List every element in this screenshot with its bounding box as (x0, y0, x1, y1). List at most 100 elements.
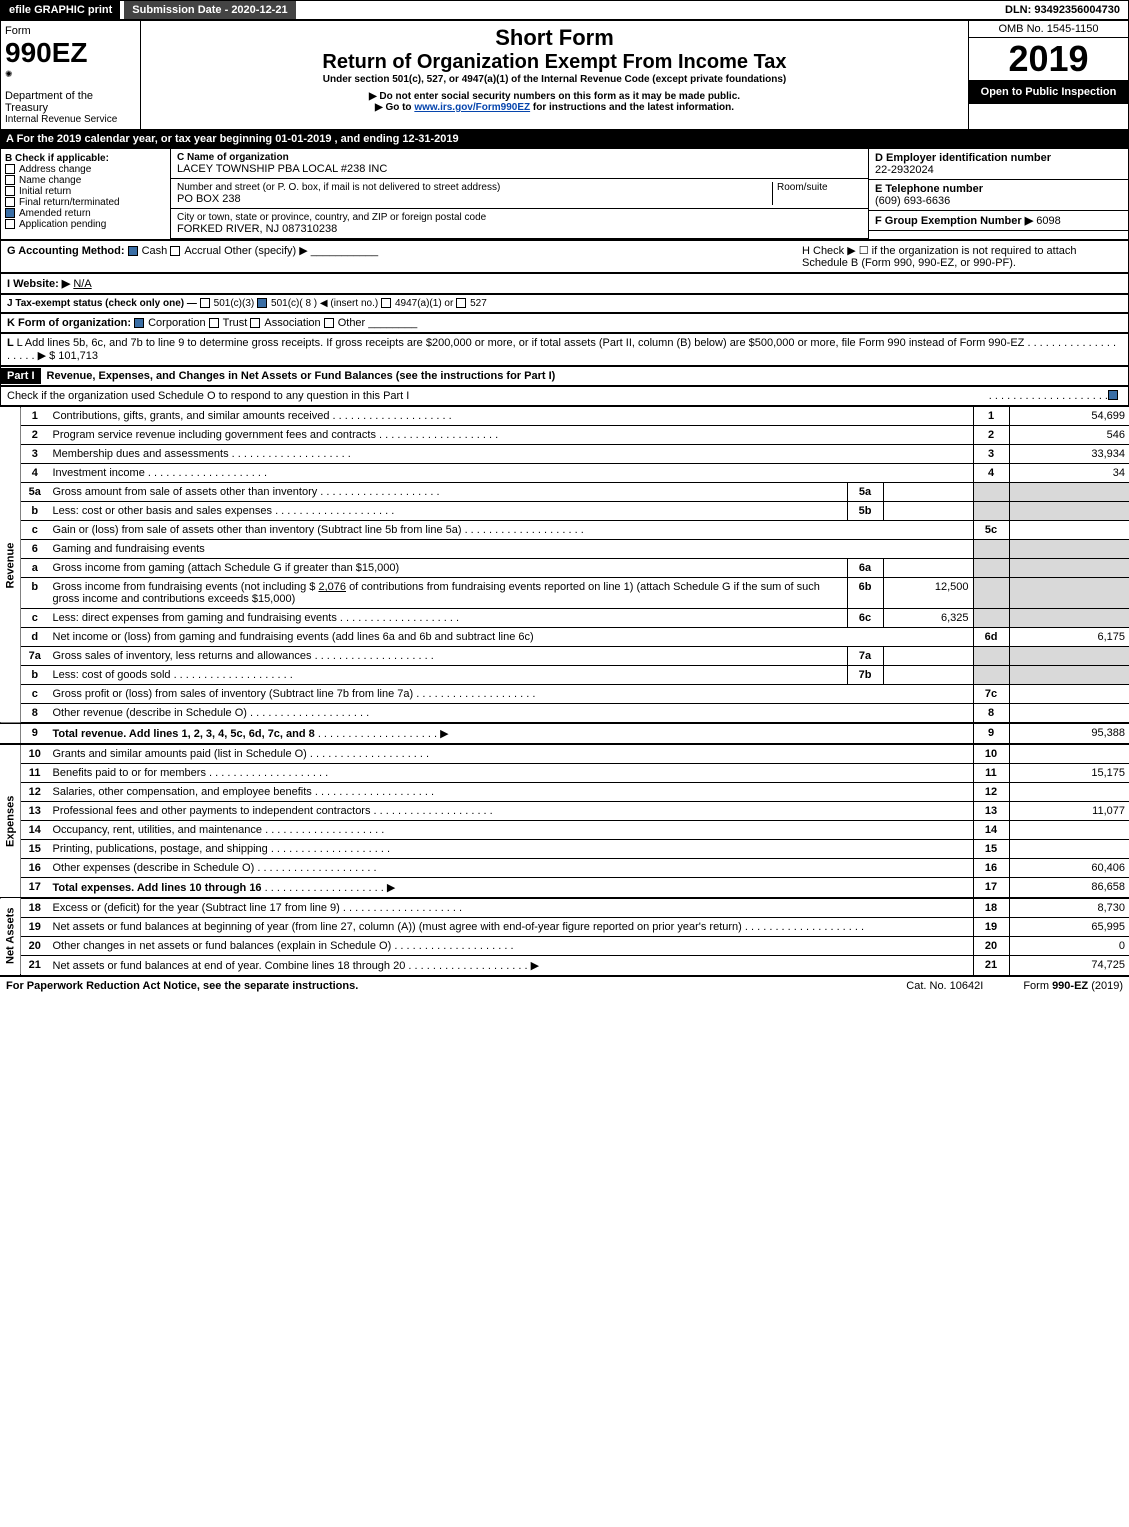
table-row: 19 Net assets or fund balances at beginn… (0, 918, 1129, 937)
b-opt-address[interactable]: Address change (5, 164, 166, 175)
j-label: J Tax-exempt status (check only one) — (7, 298, 197, 309)
line-value: 54,699 (1009, 407, 1129, 426)
row-j: J Tax-exempt status (check only one) — 5… (0, 294, 1129, 313)
row-k: K Form of organization: Corporation Trus… (0, 313, 1129, 333)
table-row: Expenses 10 Grants and similar amounts p… (0, 744, 1129, 764)
table-row: 9 Total revenue. Add lines 1, 2, 3, 4, 5… (0, 723, 1129, 744)
c-name-label: C Name of organization (177, 152, 862, 163)
box-h: H Check ▶ ☐ if the organization is not r… (802, 244, 1122, 269)
topbar: efile GRAPHIC print Submission Date - 20… (0, 0, 1129, 20)
website: N/A (73, 278, 91, 290)
form-subtitle: Under section 501(c), 527, or 4947(a)(1)… (145, 74, 964, 85)
efile-print-label[interactable]: efile GRAPHIC print (1, 1, 120, 19)
g-cash-check[interactable] (128, 246, 138, 256)
goto-link[interactable]: www.irs.gov/Form990EZ (414, 102, 530, 113)
part1-header: Part I Revenue, Expenses, and Changes in… (0, 366, 1129, 386)
k-corp-check[interactable] (134, 318, 144, 328)
b-label: B Check if applicable: (5, 153, 166, 164)
k-assoc: Association (264, 317, 320, 329)
revenue-section-label: Revenue (0, 407, 21, 724)
b-opt-name[interactable]: Name change (5, 175, 166, 186)
table-row: b Less: cost of goods sold 7b (0, 666, 1129, 685)
seal-icon: ✺ (5, 69, 136, 80)
netassets-section-label: Net Assets (0, 898, 21, 975)
tax-year: 2019 (969, 38, 1128, 80)
expenses-section-label: Expenses (0, 744, 21, 898)
room-label: Room/suite (777, 182, 862, 193)
arrow-icon: ▶ (531, 960, 539, 972)
l-amount: ▶ $ 101,713 (38, 350, 98, 362)
part1-check-text: Check if the organization used Schedule … (7, 390, 989, 402)
b-opt-initial[interactable]: Initial return (5, 186, 166, 197)
k-corp: Corporation (148, 317, 205, 329)
ssn-warning: ▶ Do not enter social security numbers o… (145, 91, 964, 102)
k-trust-check[interactable] (209, 318, 219, 328)
dept-treasury: Department of the Treasury (5, 90, 136, 114)
b-opt-final[interactable]: Final return/terminated (5, 197, 166, 208)
table-row: Net Assets 18 Excess or (deficit) for th… (0, 898, 1129, 918)
dots (989, 390, 1108, 402)
goto-line: ▶ Go to www.irs.gov/Form990EZ for instru… (145, 102, 964, 113)
d-label: D Employer identification number (875, 152, 1051, 164)
header-left: Form 990EZ ✺ Department of the Treasury … (1, 21, 141, 129)
part1-tag: Part I (1, 368, 41, 384)
submission-date: Submission Date - 2020-12-21 (124, 1, 295, 19)
j-527-check[interactable] (456, 298, 466, 308)
table-row: 11 Benefits paid to or for members 11 15… (0, 764, 1129, 783)
table-row: d Net income or (loss) from gaming and f… (0, 628, 1129, 647)
g-other: Other (specify) ▶ (224, 245, 308, 257)
table-row: Revenue 1 Contributions, gifts, grants, … (0, 407, 1129, 426)
line-a-taxyear: A For the 2019 calendar year, or tax yea… (0, 130, 1129, 148)
irs-label: Internal Revenue Service (5, 114, 136, 125)
cat-number: Cat. No. 10642I (906, 980, 983, 992)
part1-title: Revenue, Expenses, and Changes in Net As… (41, 367, 562, 385)
table-row: b Gross income from fundraising events (… (0, 578, 1129, 609)
form-title: Return of Organization Exempt From Incom… (145, 51, 964, 74)
org-street: PO BOX 238 (177, 193, 772, 205)
table-row: 2 Program service revenue including gove… (0, 426, 1129, 445)
table-row: 15 Printing, publications, postage, and … (0, 840, 1129, 859)
form-ref: Form 990-EZ (2019) (1023, 980, 1123, 992)
e-label: E Telephone number (875, 183, 983, 195)
b-opt-amended[interactable]: Amended return (5, 208, 166, 219)
i-label: I Website: ▶ (7, 278, 70, 290)
box-def: D Employer identification number 22-2932… (868, 149, 1128, 239)
goto-post: for instructions and the latest informat… (533, 102, 734, 113)
ein: 22-2932024 (875, 164, 934, 176)
table-row: 7a Gross sales of inventory, less return… (0, 647, 1129, 666)
phone: (609) 693-6636 (875, 195, 950, 207)
line-col: 1 (973, 407, 1009, 426)
table-row: 13 Professional fees and other payments … (0, 802, 1129, 821)
row-gh: G Accounting Method: Cash Accrual Other … (0, 240, 1129, 273)
row-i: I Website: ▶ N/A (0, 273, 1129, 294)
financial-table: Revenue 1 Contributions, gifts, grants, … (0, 406, 1129, 975)
box-c: C Name of organization LACEY TOWNSHIP PB… (171, 149, 868, 239)
short-form-title: Short Form (145, 25, 964, 51)
g-accrual-check[interactable] (170, 246, 180, 256)
k-other-check[interactable] (324, 318, 334, 328)
part1-checkline: Check if the organization used Schedule … (0, 386, 1129, 406)
g-accrual: Accrual (184, 245, 221, 257)
page-footer: For Paperwork Reduction Act Notice, see … (0, 975, 1129, 995)
table-row: 5a Gross amount from sale of assets othe… (0, 483, 1129, 502)
table-row: c Less: direct expenses from gaming and … (0, 609, 1129, 628)
line-num: 1 (21, 407, 49, 426)
j-527: 527 (470, 298, 487, 309)
open-to-public: Open to Public Inspection (969, 80, 1128, 104)
part1-schedule-o-check[interactable] (1108, 390, 1118, 400)
row-l: L L Add lines 5b, 6c, and 7b to line 9 t… (0, 333, 1129, 366)
form-number: 990EZ (5, 37, 136, 69)
form-header: Form 990EZ ✺ Department of the Treasury … (0, 20, 1129, 130)
entity-info: B Check if applicable: Address change Na… (0, 148, 1129, 240)
table-row: a Gross income from gaming (attach Sched… (0, 559, 1129, 578)
j-501c3: 501(c)(3) (214, 298, 255, 309)
g-label: G Accounting Method: (7, 245, 125, 257)
table-row: 4 Investment income 4 34 (0, 464, 1129, 483)
b-opt-pending[interactable]: Application pending (5, 219, 166, 230)
j-4947-check[interactable] (381, 298, 391, 308)
k-assoc-check[interactable] (250, 318, 260, 328)
j-501c-check[interactable] (257, 298, 267, 308)
box-b: B Check if applicable: Address change Na… (1, 149, 171, 239)
arrow-icon: ▶ (440, 728, 448, 740)
j-501c3-check[interactable] (200, 298, 210, 308)
